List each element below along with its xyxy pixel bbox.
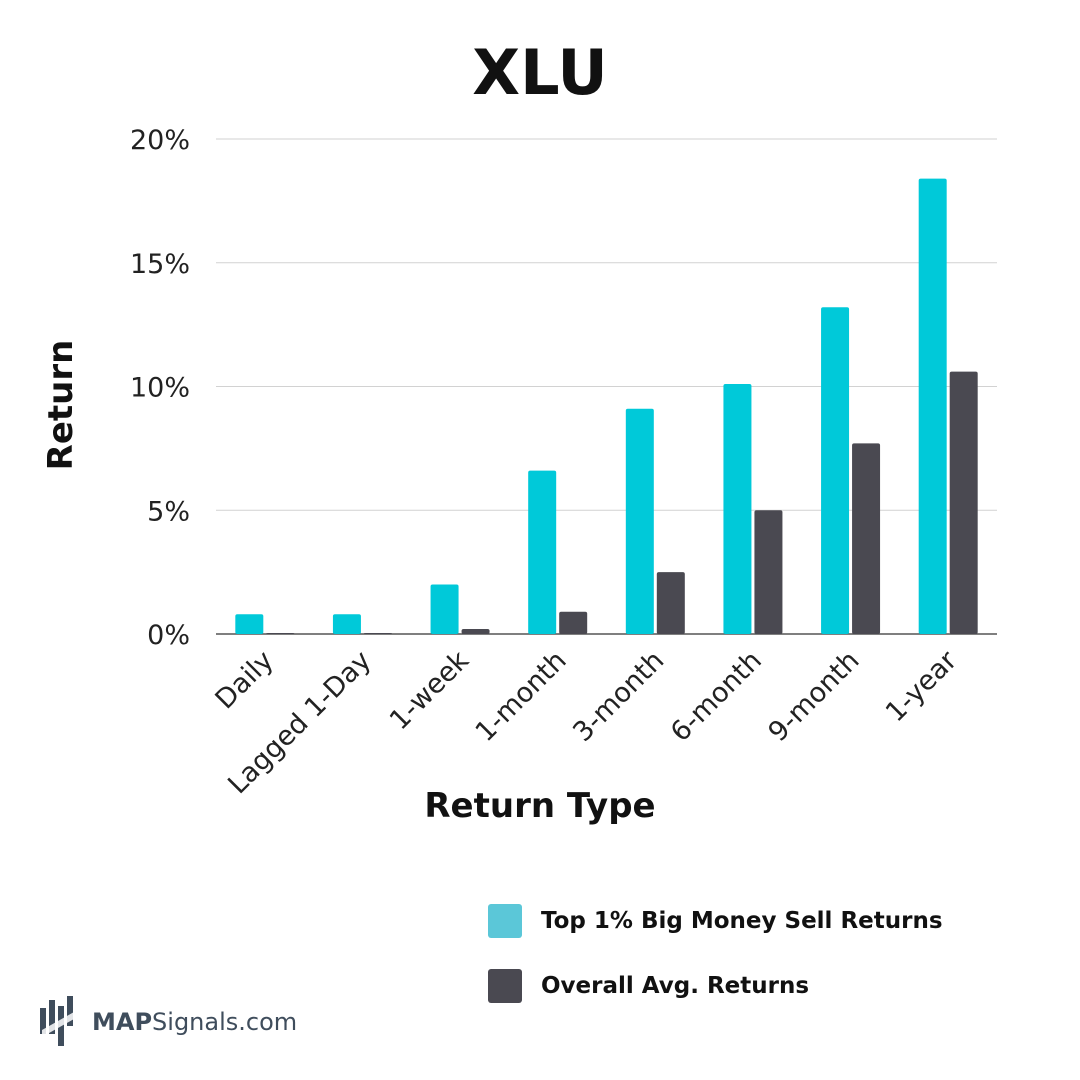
bar xyxy=(235,614,264,634)
bar xyxy=(528,470,557,634)
bar xyxy=(949,371,978,634)
legend-swatch-overall xyxy=(488,969,522,1003)
brand-logo: MAPSignals.com xyxy=(38,992,297,1052)
x-tick-label: 9-month xyxy=(763,645,866,748)
y-tick-label: 10% xyxy=(130,373,190,404)
y-axis-label: Return xyxy=(41,340,81,471)
bar xyxy=(461,629,490,634)
bar xyxy=(559,611,588,634)
y-axis-ticks: 0% 5% 10% 15% 20% xyxy=(130,125,190,651)
bar xyxy=(852,443,881,634)
legend-item-top-sell: Top 1% Big Money Sell Returns xyxy=(488,903,943,939)
brand-name-bold: MAP xyxy=(92,1008,153,1036)
x-tick-label: 6-month xyxy=(665,645,768,748)
bar xyxy=(723,384,752,634)
bar xyxy=(430,584,459,634)
bar xyxy=(821,307,850,634)
bar xyxy=(754,510,783,634)
bar xyxy=(332,614,361,634)
bar xyxy=(363,633,392,634)
x-tick-label: 1-month xyxy=(470,645,573,748)
legend: Top 1% Big Money Sell Returns Overall Av… xyxy=(488,903,943,1033)
x-tick-label: Daily xyxy=(210,645,280,715)
brand-name: MAPSignals.com xyxy=(92,1008,297,1036)
brand-name-rest: Signals.com xyxy=(152,1008,298,1036)
y-tick-label: 15% xyxy=(130,249,190,280)
legend-label-overall: Overall Avg. Returns xyxy=(541,973,810,999)
legend-label-top-sell: Top 1% Big Money Sell Returns xyxy=(541,908,943,934)
bar xyxy=(656,572,685,634)
x-tick-label: 1-week xyxy=(384,645,475,736)
y-tick-label: 0% xyxy=(147,620,190,651)
legend-item-overall: Overall Avg. Returns xyxy=(488,968,943,1004)
chart-title: XLU xyxy=(472,36,607,109)
x-axis-label: Return Type xyxy=(424,786,655,826)
x-tick-label: 1-year xyxy=(880,644,964,728)
bar xyxy=(266,633,295,634)
y-tick-label: 5% xyxy=(147,496,190,527)
bars xyxy=(235,178,978,634)
legend-swatch-top-sell xyxy=(488,904,522,938)
x-tick-label: 3-month xyxy=(567,645,670,748)
bar xyxy=(918,178,947,634)
bar xyxy=(625,408,654,634)
mapsignals-logo-icon xyxy=(40,996,74,1046)
y-tick-label: 20% xyxy=(130,125,190,156)
